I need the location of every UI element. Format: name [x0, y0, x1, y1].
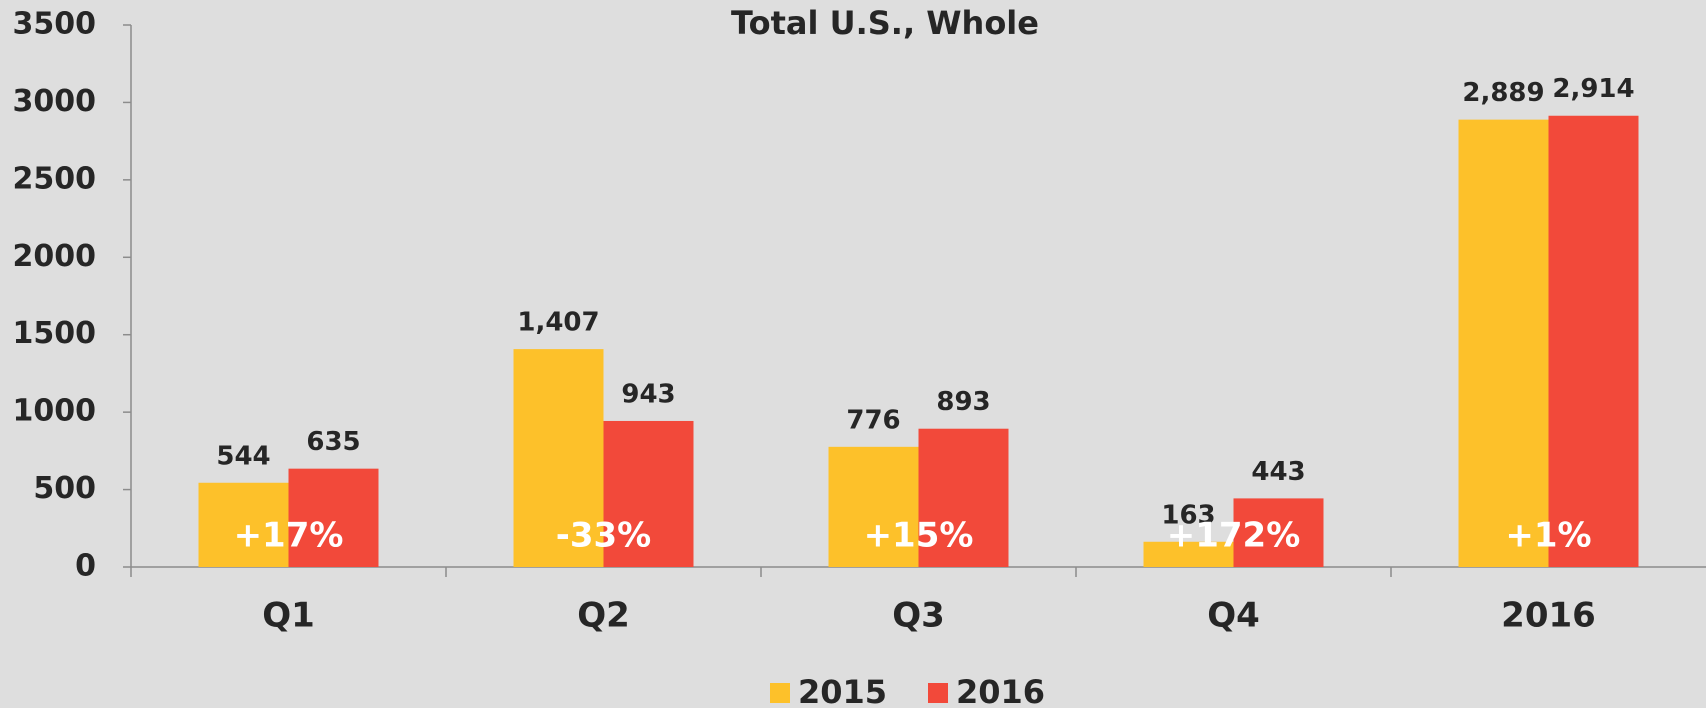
legend-label: 2016 — [956, 673, 1045, 708]
bar — [1233, 498, 1324, 567]
bar — [603, 420, 694, 567]
y-tick-label: 2500 — [13, 161, 97, 196]
value-label: 163 — [1161, 500, 1215, 530]
value-label: 1,407 — [517, 308, 599, 338]
annotation: +15% — [864, 516, 974, 556]
value-label: 443 — [1251, 457, 1305, 487]
bar — [1143, 541, 1234, 567]
y-tick-label: 0 — [75, 549, 96, 584]
y-tick-label: 500 — [33, 471, 96, 506]
bar — [918, 428, 1009, 567]
y-tick-label: 3500 — [13, 7, 97, 42]
annotation: -33% — [556, 516, 652, 556]
legend-label: 2015 — [798, 673, 887, 708]
x-tick-label: Q4 — [1207, 596, 1260, 636]
y-tick-label: 1000 — [13, 394, 97, 429]
x-tick-label: 2016 — [1501, 596, 1596, 636]
y-tick-label: 2000 — [13, 239, 97, 274]
legend-swatch — [928, 683, 948, 703]
legend-swatch — [770, 683, 790, 703]
bar — [198, 482, 289, 567]
bar — [1548, 115, 1639, 568]
x-tick-label: Q1 — [262, 596, 315, 636]
value-label: 776 — [846, 405, 900, 435]
annotation: +1% — [1505, 516, 1591, 556]
x-tick-label: Q2 — [577, 596, 630, 636]
bar — [828, 446, 919, 567]
bar — [1458, 119, 1549, 568]
value-label: 544 — [216, 441, 270, 471]
bar — [513, 349, 604, 567]
annotation: +172% — [1167, 516, 1301, 556]
value-label: 635 — [306, 427, 360, 457]
value-label: 2,914 — [1552, 74, 1634, 104]
y-tick-label: 3000 — [13, 84, 97, 119]
bar — [288, 468, 379, 567]
y-tick-label: 1500 — [13, 316, 97, 351]
annotation: +17% — [234, 516, 344, 556]
chart-title: Total U.S., Whole — [731, 4, 1039, 42]
value-label: 2,889 — [1462, 78, 1544, 108]
value-label: 943 — [621, 379, 675, 409]
x-tick-label: Q3 — [892, 596, 945, 636]
value-label: 893 — [936, 387, 990, 417]
